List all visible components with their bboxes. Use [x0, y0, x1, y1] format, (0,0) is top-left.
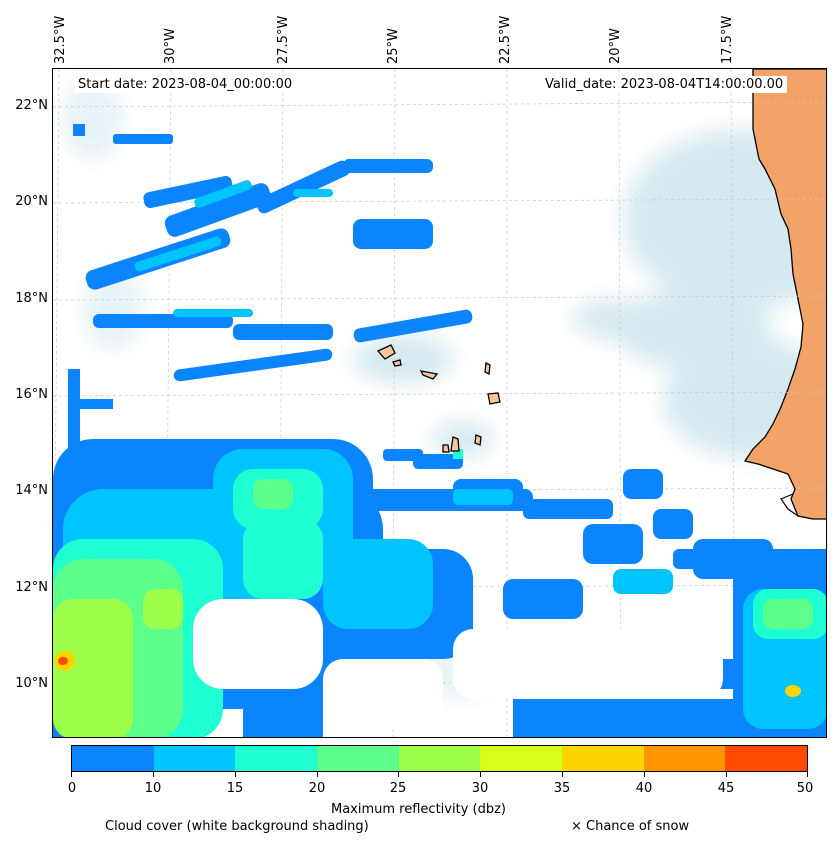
map-area[interactable]: [52, 68, 827, 738]
valid-date-label: Valid_date: 2023-08-04T14:00:00.00: [541, 76, 788, 93]
lat-label-14n: 14°N: [15, 483, 48, 498]
lon-label-25w: 25°W: [386, 28, 401, 64]
lat-label-22n: 22°N: [15, 98, 48, 113]
colorbar-tick-45: 45: [717, 781, 735, 796]
colorbar-tick-15: 15: [226, 781, 244, 796]
colorbar-segment-40-45: [643, 746, 726, 771]
cloud-cover-legend: Cloud cover (white background shading): [105, 819, 369, 834]
lat-label-20n: 20°N: [15, 194, 48, 209]
colorbar-title: Maximum reflectivity (dbz): [331, 802, 506, 817]
island-fogo: [442, 444, 450, 453]
lon-label-22-5w: 22.5°W: [498, 15, 513, 64]
snow-legend: × Chance of snow: [571, 819, 690, 834]
colorbar-tickmark: [153, 772, 154, 777]
colorbar-tickmark: [71, 772, 72, 777]
colorbar-tick-0: 0: [67, 781, 77, 796]
island-sao-vicente: [392, 359, 402, 367]
island-maio: [474, 434, 482, 446]
colorbar-tick-35: 35: [553, 781, 571, 796]
map-canvas: [53, 69, 826, 737]
lat-label-10n: 10°N: [15, 676, 48, 691]
africa-coastline: [743, 69, 826, 520]
colorbar-segment-25-30: [398, 746, 481, 771]
clear-areas: [193, 539, 723, 729]
colorbar-segment-10-15: [153, 746, 236, 771]
colorbar-segment-30-35: [480, 746, 563, 771]
colorbar-tickmark: [562, 772, 563, 777]
colorbar-segment-35-40: [562, 746, 644, 771]
colorbar-segment-20-25: [317, 746, 399, 771]
coastline-detail: [780, 493, 799, 517]
colorbar-tick-50: 50: [796, 781, 814, 796]
lon-label-30w: 30°W: [163, 28, 178, 64]
lat-label-12n: 12°N: [15, 580, 48, 595]
lat-label-18n: 18°N: [15, 291, 48, 306]
colorbar-tickmark: [317, 772, 318, 777]
colorbar-tickmark: [480, 772, 481, 777]
island-boa-vista: [487, 392, 501, 405]
lon-label-17-5w: 17.5°W: [720, 15, 735, 64]
colorbar-segment-15-20: [235, 746, 318, 771]
lon-label-20w: 20°W: [608, 28, 623, 64]
colorbar-tickmark: [726, 772, 727, 777]
colorbar-tick-40: 40: [635, 781, 653, 796]
lon-label-27-5w: 27.5°W: [276, 15, 291, 64]
reflectivity-colorbar: [71, 745, 808, 772]
colorbar-tickmark: [398, 772, 399, 777]
colorbar-tick-30: 30: [471, 781, 489, 796]
island-santiago: [450, 436, 460, 452]
colorbar-tickmark: [644, 772, 645, 777]
colorbar-tickmark: [807, 772, 808, 777]
start-date-label: Start date: 2023-08-04_00:00:00: [74, 76, 297, 93]
colorbar-segment-0-10: [72, 746, 154, 771]
colorbar-segment-45-50: [725, 746, 808, 771]
island-sao-nicolau: [419, 370, 439, 380]
lat-label-16n: 16°N: [15, 387, 48, 402]
island-santo-antao: [376, 344, 396, 360]
colorbar-tickmark: [235, 772, 236, 777]
colorbar-tick-20: 20: [308, 781, 326, 796]
colorbar-tick-25: 25: [389, 781, 407, 796]
colorbar-tick-10: 10: [144, 781, 162, 796]
island-sal: [484, 362, 491, 375]
cape-verde-islands: [376, 344, 501, 453]
lon-label-32-5w: 32.5°W: [53, 15, 68, 64]
